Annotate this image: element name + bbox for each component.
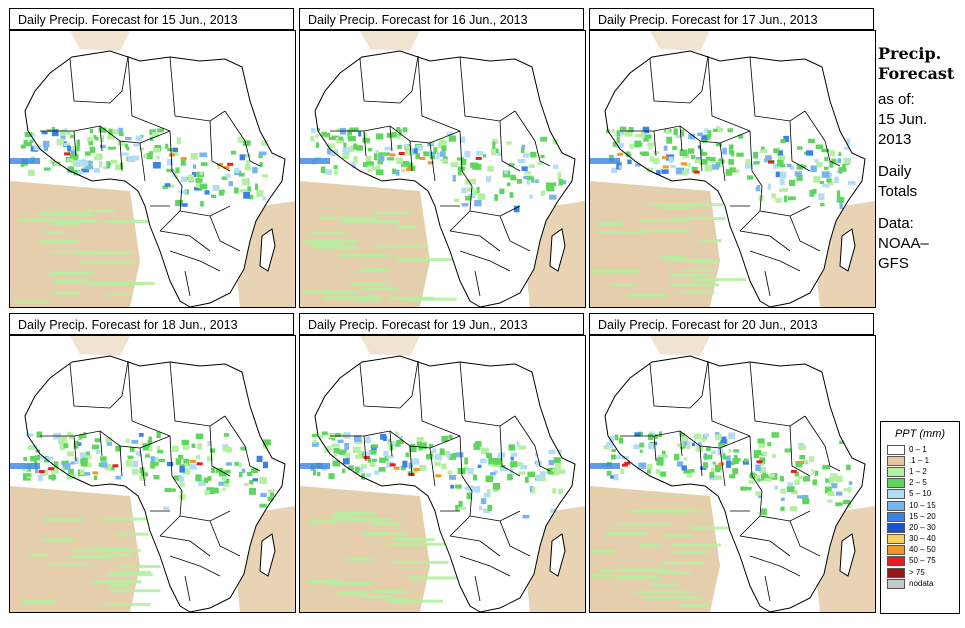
- africa-map-graphic: [10, 31, 295, 307]
- legend-swatch: [887, 556, 905, 567]
- forecast-panel-5: Daily Precip. Forecast for 19 Jun., 2013: [299, 313, 586, 615]
- legend-item: 0 – 1: [887, 444, 959, 455]
- africa-map-graphic: [300, 31, 585, 307]
- legend-swatch: [887, 444, 905, 455]
- legend-label: 5 – 10: [909, 489, 932, 499]
- info-asof-label: as of:: [878, 91, 915, 108]
- precip-map: [299, 335, 586, 613]
- info-heading-line1: Precip.: [878, 44, 942, 63]
- info-data3: GFS: [878, 255, 909, 272]
- legend-swatch: [887, 500, 905, 511]
- legend-swatch: [887, 455, 905, 466]
- panel-title: Daily Precip. Forecast for 19 Jun., 2013: [299, 313, 584, 335]
- panel-title: Daily Precip. Forecast for 17 Jun., 2013: [589, 8, 874, 30]
- legend-swatch: [887, 489, 905, 500]
- africa-map-graphic: [590, 336, 875, 612]
- legend-item: 20 – 30: [887, 522, 959, 533]
- forecast-panel-3: Daily Precip. Forecast for 17 Jun., 2013: [589, 8, 876, 310]
- panel-title: Daily Precip. Forecast for 18 Jun., 2013: [9, 313, 294, 335]
- legend-label: > 75: [909, 567, 925, 577]
- info-totals2: Totals: [878, 183, 918, 200]
- info-heading-line2: Forecast: [878, 64, 955, 83]
- legend-label: 2 – 5: [909, 478, 927, 488]
- legend-item: 10 – 15: [887, 500, 959, 511]
- legend-swatch: [887, 567, 905, 578]
- legend-swatch: [887, 478, 905, 489]
- forecast-info: Precip. Forecast as of: 15 Jun. 2013 Dai…: [878, 44, 964, 274]
- legend-item: nodata: [887, 578, 959, 589]
- legend-item: .1 – 1: [887, 455, 959, 466]
- info-data1: Data:: [878, 215, 914, 232]
- legend-item: 5 – 10: [887, 489, 959, 500]
- legend-swatch: [887, 534, 905, 545]
- precip-map: [589, 335, 876, 613]
- africa-map-graphic: [590, 31, 875, 307]
- panel-title: Daily Precip. Forecast for 15 Jun., 2013: [9, 8, 294, 30]
- legend-swatch: [887, 578, 905, 589]
- legend-label: 1 – 2: [909, 466, 927, 476]
- africa-map-graphic: [300, 336, 585, 612]
- legend-item: 2 – 5: [887, 478, 959, 489]
- forecast-panel-2: Daily Precip. Forecast for 16 Jun., 2013: [299, 8, 586, 310]
- legend-item: 30 – 40: [887, 534, 959, 545]
- info-data2: NOAA–: [878, 235, 929, 252]
- info-asof-date2: 2013: [878, 131, 912, 148]
- forecast-panel-4: Daily Precip. Forecast for 18 Jun., 2013: [9, 313, 296, 615]
- info-asof-date1: 15 Jun.: [878, 111, 928, 128]
- legend-title: PPT (mm): [894, 428, 946, 440]
- legend-label: 10 – 15: [909, 500, 936, 510]
- legend-label: 20 – 30: [909, 522, 936, 532]
- panel-title: Daily Precip. Forecast for 20 Jun., 2013: [589, 313, 874, 335]
- legend-label: 50 – 75: [909, 556, 936, 566]
- precip-map: [9, 335, 296, 613]
- legend-swatch: [887, 522, 905, 533]
- legend-swatch: [887, 511, 905, 522]
- precip-map: [589, 30, 876, 308]
- info-totals1: Daily: [878, 163, 912, 180]
- precip-map: [299, 30, 586, 308]
- legend-item: 40 – 50: [887, 545, 959, 556]
- legend-item: > 75: [887, 567, 959, 578]
- precip-map: [9, 30, 296, 308]
- legend-label: 0 – 1: [909, 444, 927, 454]
- legend-swatch: [887, 466, 905, 477]
- legend-item: 1 – 2: [887, 466, 959, 477]
- forecast-panel-1: Daily Precip. Forecast for 15 Jun., 2013: [9, 8, 296, 310]
- legend-label: 40 – 50: [909, 545, 936, 555]
- legend-label: 15 – 20: [909, 511, 936, 521]
- legend-item: 15 – 20: [887, 511, 959, 522]
- legend-item: 50 – 75: [887, 556, 959, 567]
- legend-label: .1 – 1: [909, 455, 930, 465]
- panel-title: Daily Precip. Forecast for 16 Jun., 2013: [299, 8, 584, 30]
- forecast-panel-6: Daily Precip. Forecast for 20 Jun., 2013: [589, 313, 876, 615]
- legend-label: nodata: [909, 578, 934, 588]
- legend-swatch: [887, 545, 905, 556]
- legend-label: 30 – 40: [909, 534, 936, 544]
- africa-map-graphic: [10, 336, 295, 612]
